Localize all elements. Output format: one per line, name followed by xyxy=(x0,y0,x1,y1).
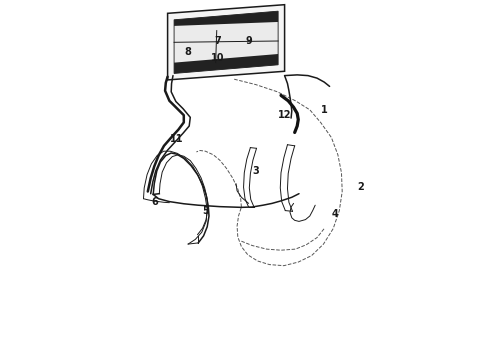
Text: 10: 10 xyxy=(211,53,225,63)
Text: 2: 2 xyxy=(357,182,364,192)
Text: 12: 12 xyxy=(278,110,292,120)
Text: 3: 3 xyxy=(252,166,259,176)
Text: 7: 7 xyxy=(215,36,221,46)
Text: 9: 9 xyxy=(245,36,252,46)
Text: 5: 5 xyxy=(202,206,209,216)
Text: 6: 6 xyxy=(151,197,158,207)
Text: 1: 1 xyxy=(321,105,328,115)
Text: 8: 8 xyxy=(184,47,191,57)
Polygon shape xyxy=(174,54,278,73)
Polygon shape xyxy=(168,5,285,80)
Polygon shape xyxy=(174,11,278,26)
Polygon shape xyxy=(174,11,278,73)
Text: 11: 11 xyxy=(170,134,183,144)
Text: 4: 4 xyxy=(332,209,339,219)
